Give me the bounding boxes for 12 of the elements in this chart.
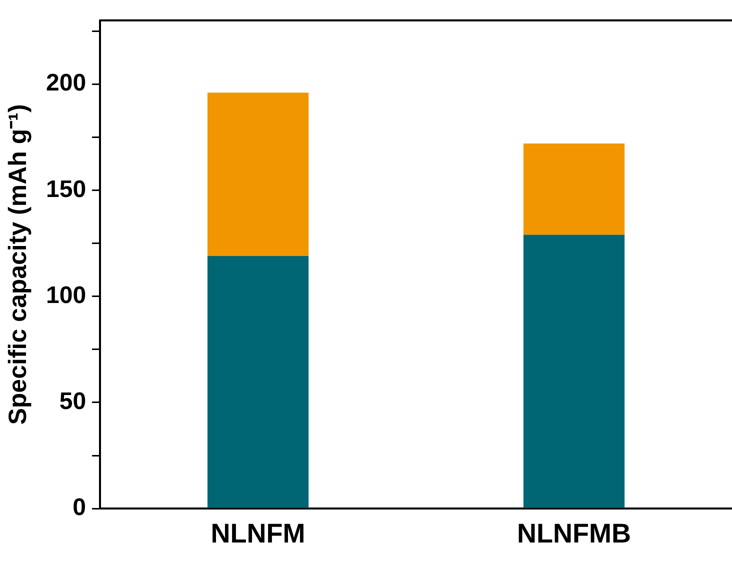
- y-tick-label: 200: [46, 70, 86, 97]
- bar: [523, 234, 625, 508]
- y-tick-label: 0: [72, 494, 86, 522]
- bar: [523, 144, 625, 235]
- x-tick-label: NLNFMB: [517, 518, 632, 548]
- y-tick-label: 100: [46, 282, 86, 309]
- y-tick-label: 50: [59, 388, 86, 416]
- y-tick-label: 150: [46, 176, 86, 203]
- bar: [207, 92, 309, 256]
- y-axis-title: Specific capacity (mAh g⁻¹): [4, 104, 32, 425]
- bar: [207, 256, 309, 508]
- x-tick-label: NLNFM: [210, 518, 306, 548]
